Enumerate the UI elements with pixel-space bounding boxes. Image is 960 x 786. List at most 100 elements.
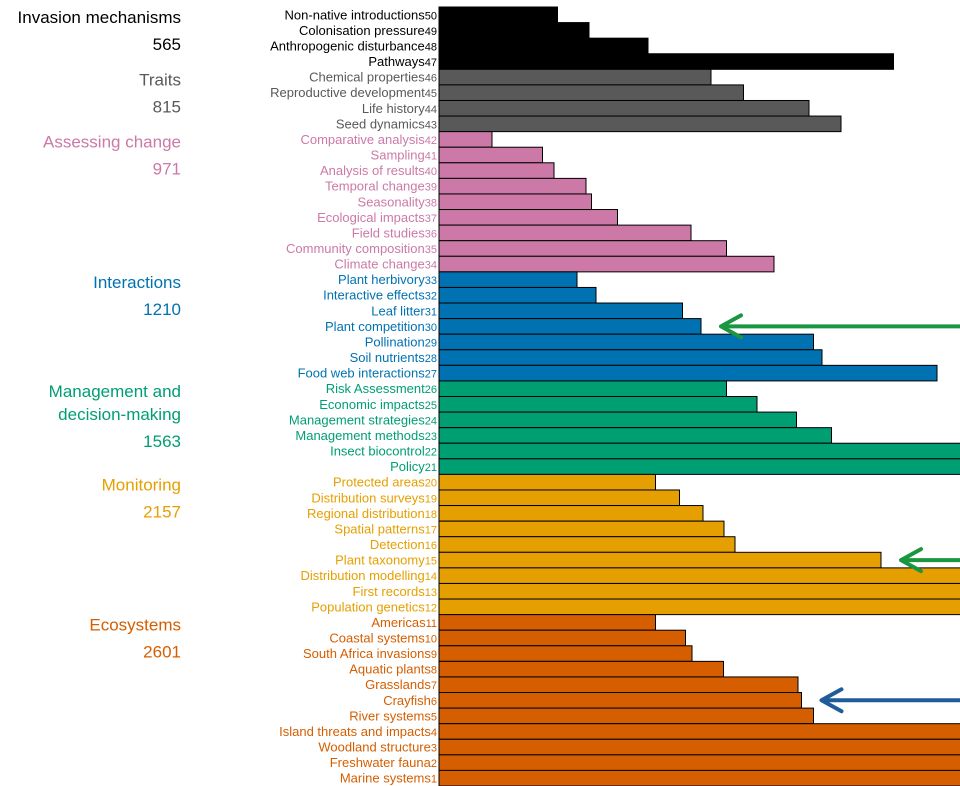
tick-label: Detection16 [370, 537, 437, 552]
tick-category: Life history [362, 101, 425, 116]
tick-label: Climate change34 [334, 257, 437, 272]
tick-category: Americas [371, 615, 426, 630]
tick-label: Colonisation pressure49 [299, 23, 437, 38]
tick-rank: 13 [425, 587, 437, 599]
bar-9 [438, 645, 693, 662]
tick-label: Food web interactions27 [298, 366, 437, 381]
tick-rank: 10 [425, 633, 437, 645]
bar-22 [438, 442, 960, 460]
tick-category: Food web interactions [298, 366, 426, 381]
bar-6 [438, 692, 802, 709]
bar-37 [438, 209, 618, 226]
tick-label: Pollination29 [365, 334, 437, 349]
tick-rank: 38 [425, 197, 437, 209]
tick-rank: 43 [425, 119, 437, 131]
tick-category: Spatial patterns [334, 521, 425, 536]
tick-label: Distribution surveys19 [311, 490, 437, 505]
bar-23 [438, 427, 832, 444]
bar-44 [438, 99, 810, 117]
bar-41 [438, 146, 543, 164]
tick-rank: 27 [425, 369, 437, 381]
tick-label: Temporal change39 [325, 179, 437, 194]
bar-24 [438, 411, 797, 429]
tick-category: Plant herbivory [338, 272, 425, 287]
tick-label: Plant competition30 [325, 319, 437, 334]
tick-rank: 48 [425, 41, 437, 53]
tick-rank: 28 [425, 353, 437, 365]
tick-rank: 44 [425, 104, 437, 116]
bar-45 [438, 84, 744, 101]
tick-label: Americas11 [371, 615, 437, 630]
tick-rank: 20 [425, 478, 437, 490]
bar-50 [438, 6, 558, 24]
tick-category: Coastal systems [329, 630, 425, 645]
tick-label: Distribution modelling14 [300, 568, 437, 583]
tick-label: Economic impacts25 [319, 397, 437, 412]
tick-label: Sampling41 [371, 148, 437, 163]
tick-rank: 24 [425, 415, 437, 427]
tick-category: Distribution surveys [311, 490, 425, 505]
tick-category: South Africa invasions [303, 646, 431, 661]
tick-label: Crayfish6 [383, 693, 437, 708]
annotation-arrow [899, 547, 960, 574]
tick-rank: 41 [425, 151, 437, 163]
bar-33 [438, 271, 578, 288]
tick-rank: 31 [425, 306, 437, 318]
tick-label: Non-native introductions50 [285, 7, 437, 22]
tick-label: Spatial patterns17 [334, 521, 437, 536]
group-count: 1563 [143, 432, 181, 451]
bar-19 [438, 489, 680, 507]
bar-27 [438, 364, 938, 382]
bar-28 [438, 349, 823, 366]
tick-rank: 39 [425, 182, 437, 194]
bar-4 [438, 723, 960, 740]
tick-rank: 50 [425, 10, 437, 22]
tick-category: Risk Assessment [326, 381, 425, 396]
tick-category: Woodland structure [318, 740, 431, 755]
bar-32 [438, 286, 597, 304]
arrow-head [899, 547, 923, 574]
tick-label: Management strategies24 [289, 412, 437, 427]
bar-42 [438, 131, 493, 148]
group-count: 971 [153, 160, 181, 179]
bar-15 [438, 551, 882, 569]
bar-12 [438, 598, 960, 616]
tick-category: Analysis of results [320, 163, 425, 178]
tick-rank: 8 [431, 665, 437, 677]
tick-label: Community composition35 [286, 241, 437, 256]
tick-label: Chemical properties46 [309, 70, 437, 85]
tick-rank: 29 [425, 337, 437, 349]
tick-label: Woodland structure3 [318, 740, 437, 755]
annotation-arrows [719, 313, 960, 714]
group-name: Ecosystems [89, 616, 181, 635]
tick-label: Regional distribution18 [307, 506, 437, 521]
tick-category: Field studies [352, 225, 425, 240]
tick-category: Policy [390, 459, 425, 474]
bar-40 [438, 162, 555, 179]
bar-1 [438, 769, 960, 786]
arrow-head [819, 687, 844, 714]
tick-category: Crayfish [383, 693, 431, 708]
arrow-head [719, 313, 743, 340]
bar-46 [438, 68, 712, 86]
tick-category: Detection [370, 537, 425, 552]
bar-48 [438, 37, 649, 55]
tick-rank: 5 [431, 711, 437, 723]
bar-36 [438, 224, 692, 242]
tick-label: Freshwater fauna2 [330, 755, 437, 770]
bar-13 [438, 582, 960, 600]
bar-39 [438, 177, 587, 195]
tick-category: Ecological impacts [317, 210, 425, 225]
tick-label: Seed dynamics43 [336, 116, 437, 131]
tick-label: Insect biocontrol22 [330, 444, 437, 459]
tick-rank: 30 [425, 322, 437, 334]
tick-rank: 36 [425, 228, 437, 240]
tick-label: Comparative analysis42 [300, 132, 437, 147]
bar-20 [438, 473, 656, 491]
tick-label: Plant herbivory33 [338, 272, 437, 287]
tick-category: River systems [349, 708, 431, 723]
bar-35 [438, 240, 727, 257]
bar-8 [438, 660, 724, 678]
